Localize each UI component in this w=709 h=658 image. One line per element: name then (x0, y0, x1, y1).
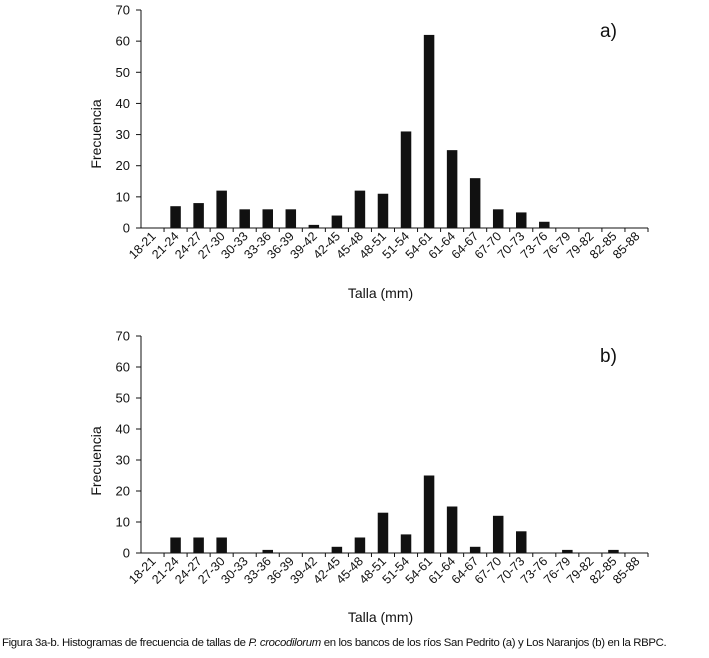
y-tick-label: 70 (116, 329, 130, 344)
y-tick-label: 20 (116, 158, 130, 173)
bar-70-73 (516, 531, 527, 553)
caption-suffix: en los bancos de los ríos San Pedrito (a… (320, 637, 667, 649)
bar-21-24 (170, 537, 181, 553)
x-category-label: 85-88 (610, 554, 643, 587)
caption-prefix: Figura 3a-b. Histogramas de frecuencia d… (2, 637, 249, 649)
bar-33-36 (262, 209, 273, 228)
bar-45-48 (354, 537, 366, 553)
panel-label: a) (600, 21, 617, 42)
y-tick-label: 20 (116, 484, 130, 499)
y-axis-label: Frecuencia (88, 426, 104, 495)
bar-42-45 (331, 215, 343, 228)
y-tick-label: 60 (116, 34, 130, 49)
bar-48-51 (377, 512, 389, 553)
y-tick-label: 30 (116, 453, 130, 468)
bar-61-64 (446, 506, 458, 553)
bar-42-45 (331, 546, 343, 553)
figure-caption: Figura 3a-b. Histogramas de frecuencia d… (2, 637, 707, 649)
y-tick-label: 40 (116, 96, 130, 111)
y-tick-label: 0 (123, 546, 130, 561)
bar-24-27 (193, 203, 204, 228)
x-axis-label: Talla (mm) (348, 609, 413, 625)
caption-species: P. crocodilorum (248, 637, 321, 649)
y-tick-label: 70 (116, 3, 130, 18)
bar-67-70 (492, 515, 504, 553)
bar-76-79 (562, 549, 573, 553)
y-tick-label: 0 (123, 221, 130, 236)
bar-51-54 (400, 534, 412, 553)
x-category-label: 85-88 (610, 229, 643, 262)
bar-54-61 (423, 34, 435, 228)
bar-82-85 (608, 549, 619, 553)
chart-panel-b: 01020304050607018-2121-2424-2727-3030-33… (88, 329, 649, 625)
bar-67-70 (492, 209, 504, 228)
bar-64-67 (469, 178, 481, 228)
y-tick-label: 50 (116, 391, 130, 406)
histogram-figure: 01020304050607018-2121-2424-2727-3030-33… (88, 3, 649, 625)
bar-39-42 (308, 224, 320, 228)
chart-panel-a: 01020304050607018-2121-2424-2727-3030-33… (88, 3, 649, 301)
y-tick-label: 50 (116, 65, 130, 80)
bar-27-30 (216, 190, 227, 228)
bar-36-39 (285, 209, 297, 228)
bar-54-61 (423, 475, 435, 553)
bar-51-54 (400, 131, 412, 228)
bar-27-30 (216, 537, 227, 553)
panel-label: b) (600, 346, 617, 367)
bar-24-27 (193, 537, 204, 553)
bar-45-48 (354, 190, 366, 228)
bar-70-73 (516, 212, 527, 228)
y-tick-label: 10 (116, 515, 130, 530)
y-tick-label: 10 (116, 189, 130, 204)
bar-48-51 (377, 193, 389, 228)
bar-64-67 (469, 546, 481, 553)
y-axis-label: Frecuencia (88, 99, 104, 168)
bar-73-76 (539, 221, 550, 228)
y-tick-label: 60 (116, 360, 130, 375)
bar-33-36 (262, 549, 273, 553)
bar-61-64 (446, 150, 458, 228)
x-axis-label: Talla (mm) (348, 285, 413, 301)
bar-30-33 (239, 209, 250, 228)
y-tick-label: 40 (116, 422, 130, 437)
bar-21-24 (170, 206, 181, 228)
y-tick-label: 30 (116, 127, 130, 142)
